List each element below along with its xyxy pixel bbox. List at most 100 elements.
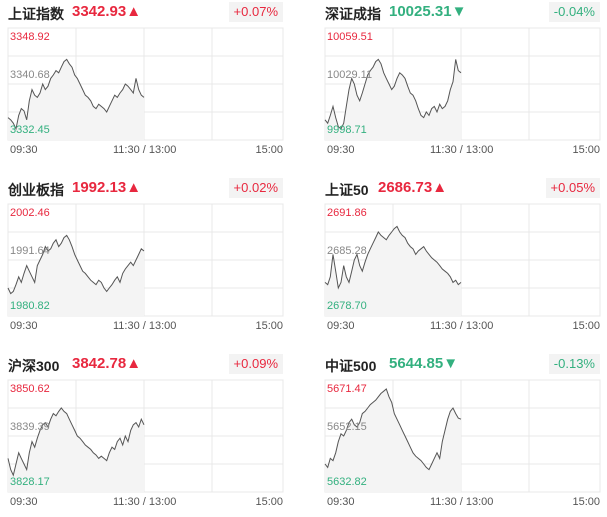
price-line <box>324 225 462 290</box>
intraday-chart[interactable]: 5671.47 5652.15 5632.82 <box>324 379 601 493</box>
chart-svg <box>324 27 601 141</box>
chart-svg <box>7 379 284 493</box>
y-label-high: 5671.47 <box>327 383 367 395</box>
y-label-low: 3332.45 <box>10 124 50 136</box>
change-percent-badge: -0.13% <box>548 354 600 374</box>
down-arrow-icon: ▼ <box>443 355 459 372</box>
card-header: 深证成指 10025.31▼ -0.04% <box>325 0 600 28</box>
y-label-mid: 5652.15 <box>327 421 367 433</box>
y-label-high: 3850.62 <box>10 383 50 395</box>
card-header: 创业板指 1992.13▲ +0.02% <box>8 176 283 204</box>
price-line <box>324 58 462 130</box>
y-label-high: 2002.46 <box>10 207 50 219</box>
intraday-chart[interactable]: 10059.51 10029.11 9998.71 <box>324 27 601 141</box>
x-label-close: 15:00 <box>255 320 283 332</box>
up-arrow-icon: ▲ <box>126 3 142 20</box>
price-line <box>7 234 145 295</box>
x-label-midday: 11:30 / 13:00 <box>113 320 177 332</box>
y-label-high: 10059.51 <box>327 31 373 43</box>
intraday-chart[interactable]: 3348.92 3340.68 3332.45 <box>7 27 284 141</box>
card-header: 上证指数 3342.93▲ +0.07% <box>8 0 283 28</box>
x-label-open: 09:30 <box>327 144 355 156</box>
chart-svg <box>324 203 601 317</box>
x-axis: 09:30 11:30 / 13:00 15:00 <box>325 144 600 158</box>
price-line <box>324 388 462 471</box>
index-card-sz50[interactable]: 上证50 2686.73▲ +0.05% 2691.86 2685.28 267… <box>324 176 601 334</box>
price-line <box>7 58 145 131</box>
y-label-mid: 3839.39 <box>10 421 50 433</box>
down-arrow-icon: ▼ <box>451 3 467 20</box>
index-card-hs300[interactable]: 沪深300 3842.78▲ +0.09% 3850.62 3839.39 38… <box>7 352 284 510</box>
x-axis: 09:30 11:30 / 13:00 15:00 <box>8 320 283 334</box>
index-value: 3842.78▲ <box>72 355 142 372</box>
x-label-close: 15:00 <box>255 496 283 508</box>
chart-svg <box>7 27 284 141</box>
x-axis: 09:30 11:30 / 13:00 15:00 <box>325 496 600 510</box>
x-label-close: 15:00 <box>572 320 600 332</box>
index-card-cyb[interactable]: 创业板指 1992.13▲ +0.02% 2002.46 1991.64 198… <box>7 176 284 334</box>
x-label-close: 15:00 <box>572 496 600 508</box>
card-header: 中证500 5644.85▼ -0.13% <box>325 352 600 380</box>
index-value: 3342.93▲ <box>72 3 142 20</box>
y-label-low: 1980.82 <box>10 300 50 312</box>
index-name: 沪深300 <box>8 358 60 374</box>
x-label-midday: 11:30 / 13:00 <box>430 496 494 508</box>
index-card-sh[interactable]: 上证指数 3342.93▲ +0.07% 3348.92 3340.68 333… <box>7 0 284 158</box>
price-area <box>325 389 461 492</box>
price-area <box>8 408 144 492</box>
index-value: 10025.31▼ <box>389 3 467 20</box>
y-label-low: 5632.82 <box>327 476 367 488</box>
change-percent-badge: -0.04% <box>548 2 600 22</box>
y-label-mid: 1991.64 <box>10 245 50 257</box>
up-arrow-icon: ▲ <box>432 179 448 196</box>
price-area <box>325 226 461 316</box>
x-label-open: 09:30 <box>327 496 355 508</box>
index-value: 2686.73▲ <box>378 179 448 196</box>
price-area <box>8 235 144 316</box>
index-name: 中证500 <box>325 358 377 374</box>
price-area <box>325 59 461 140</box>
index-value: 1992.13▲ <box>72 179 142 196</box>
index-card-sz[interactable]: 深证成指 10025.31▼ -0.04% 10059.51 10029.11 … <box>324 0 601 158</box>
index-name: 深证成指 <box>325 6 381 22</box>
x-label-midday: 11:30 / 13:00 <box>113 496 177 508</box>
x-label-midday: 11:30 / 13:00 <box>430 320 494 332</box>
x-axis: 09:30 11:30 / 13:00 15:00 <box>8 144 283 158</box>
chart-svg <box>324 379 601 493</box>
x-label-close: 15:00 <box>255 144 283 156</box>
price-line <box>7 407 145 477</box>
y-label-mid: 2685.28 <box>327 245 367 257</box>
y-label-mid: 3340.68 <box>10 69 50 81</box>
x-label-open: 09:30 <box>10 496 38 508</box>
x-label-midday: 11:30 / 13:00 <box>113 144 177 156</box>
y-label-high: 3348.92 <box>10 31 50 43</box>
y-label-low: 3828.17 <box>10 476 50 488</box>
y-label-high: 2691.86 <box>327 207 367 219</box>
x-label-open: 09:30 <box>10 144 38 156</box>
up-arrow-icon: ▲ <box>126 355 142 372</box>
change-percent-badge: +0.07% <box>228 2 283 22</box>
chart-svg <box>7 203 284 317</box>
y-label-low: 2678.70 <box>327 300 367 312</box>
card-header: 沪深300 3842.78▲ +0.09% <box>8 352 283 380</box>
x-label-open: 09:30 <box>327 320 355 332</box>
x-label-open: 09:30 <box>10 320 38 332</box>
intraday-chart[interactable]: 2002.46 1991.64 1980.82 <box>7 203 284 317</box>
y-label-mid: 10029.11 <box>327 69 373 81</box>
index-name: 创业板指 <box>8 182 64 198</box>
change-percent-badge: +0.09% <box>228 354 283 374</box>
up-arrow-icon: ▲ <box>126 179 142 196</box>
index-value: 5644.85▼ <box>389 355 459 372</box>
index-name: 上证指数 <box>8 6 64 22</box>
change-percent-badge: +0.05% <box>545 178 600 198</box>
index-card-zz500[interactable]: 中证500 5644.85▼ -0.13% 5671.47 5652.15 56… <box>324 352 601 510</box>
x-label-midday: 11:30 / 13:00 <box>430 144 494 156</box>
x-label-close: 15:00 <box>572 144 600 156</box>
intraday-chart[interactable]: 3850.62 3839.39 3828.17 <box>7 379 284 493</box>
intraday-chart[interactable]: 2691.86 2685.28 2678.70 <box>324 203 601 317</box>
card-header: 上证50 2686.73▲ +0.05% <box>325 176 600 204</box>
y-label-low: 9998.71 <box>327 124 367 136</box>
x-axis: 09:30 11:30 / 13:00 15:00 <box>325 320 600 334</box>
x-axis: 09:30 11:30 / 13:00 15:00 <box>8 496 283 510</box>
price-area <box>8 59 144 140</box>
